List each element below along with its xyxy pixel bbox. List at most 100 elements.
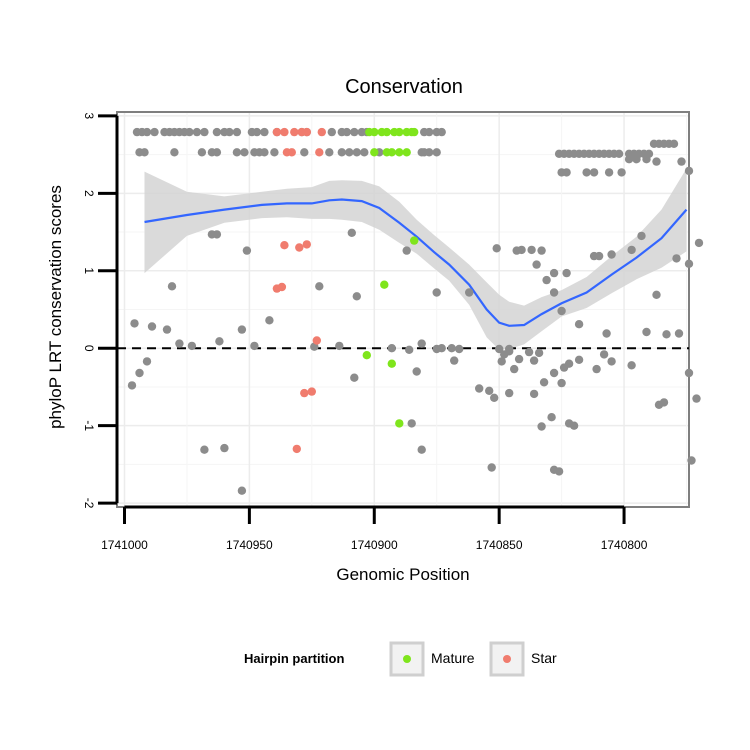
point-star [287, 148, 296, 157]
point-other [549, 368, 559, 378]
point-other [485, 386, 494, 395]
point-other [549, 268, 559, 278]
point-other [232, 127, 242, 137]
point-other [627, 245, 636, 255]
confidence-band-layer [144, 168, 687, 350]
point-other [192, 127, 202, 137]
point-mature [370, 127, 379, 137]
point-other [607, 357, 616, 366]
y-tick-label: 3 [82, 113, 96, 120]
x-axis-title: Genomic Position [336, 565, 469, 584]
point-mature [410, 236, 419, 245]
point-other [417, 445, 426, 454]
point-other [237, 486, 247, 495]
point-other [405, 345, 414, 354]
point-mature [380, 280, 389, 289]
point-mature [362, 351, 371, 360]
point-other [652, 290, 661, 299]
point-star [312, 336, 321, 345]
point-other [465, 288, 474, 297]
point-other [659, 398, 669, 407]
y-tick-label: 0 [82, 345, 96, 352]
point-other [150, 127, 159, 137]
point-other [447, 344, 456, 353]
x-tick-label: 1741000 [101, 538, 148, 552]
point-other [617, 168, 626, 177]
point-mature [370, 148, 379, 157]
y-tick-label: 1 [82, 267, 96, 274]
x-tick-label: 1740950 [226, 538, 273, 552]
point-other [537, 246, 546, 255]
point-other [529, 356, 539, 365]
point-other [624, 155, 634, 164]
gridlines [118, 113, 688, 506]
point-other [352, 292, 361, 301]
point-star [280, 241, 289, 250]
point-other [300, 148, 309, 157]
point-other [450, 356, 459, 365]
point-other [432, 288, 441, 297]
smooth-trend-line [144, 198, 688, 327]
point-other [684, 259, 694, 268]
point-other [490, 393, 499, 402]
point-other [220, 443, 229, 453]
point-other [232, 148, 242, 157]
point-star [292, 444, 301, 454]
point-other [475, 384, 484, 393]
point-star [307, 387, 316, 396]
point-other [527, 245, 536, 255]
chart-title: Conservation [345, 76, 463, 98]
point-other [539, 378, 549, 387]
point-other [602, 329, 611, 338]
point-other [574, 355, 584, 364]
x-tick-label: 1740900 [351, 538, 398, 552]
point-other [594, 251, 604, 261]
point-other [130, 319, 139, 328]
point-other [487, 463, 496, 472]
point-other [529, 389, 539, 399]
point-other [569, 421, 579, 430]
point-other [265, 316, 274, 325]
point-other [260, 148, 269, 157]
point-other [652, 157, 661, 166]
point-other [614, 149, 624, 158]
point-other [607, 250, 616, 259]
point-star [302, 127, 311, 137]
point-other [350, 373, 359, 382]
point-other [250, 341, 259, 351]
point-other [335, 341, 344, 351]
point-other [270, 148, 279, 157]
point-other [455, 344, 464, 354]
legend-dot-mature [403, 655, 411, 663]
point-other [574, 320, 584, 329]
point-other [632, 155, 641, 164]
point-star [317, 127, 326, 137]
point-other [672, 254, 681, 263]
point-other [242, 246, 252, 255]
point-other [557, 378, 566, 388]
point-other [642, 327, 651, 337]
point-other [147, 322, 157, 331]
point-other [604, 168, 614, 177]
point-other [674, 329, 684, 338]
point-other [187, 341, 197, 351]
point-star [315, 148, 324, 157]
point-other [554, 467, 564, 476]
point-other [407, 419, 416, 428]
point-other [642, 155, 651, 164]
x-tick-label: 1740850 [476, 538, 523, 552]
point-other [417, 339, 426, 348]
point-other [135, 368, 144, 378]
point-other [677, 157, 686, 166]
point-mature [410, 127, 419, 137]
legend-label-star: Star [531, 650, 557, 666]
point-other [564, 359, 574, 368]
point-other [514, 354, 524, 364]
point-other [142, 127, 152, 137]
point-mature [395, 419, 404, 428]
point-other [534, 348, 544, 358]
legend-dot-star [503, 655, 511, 663]
point-other [537, 422, 546, 431]
point-other [240, 148, 249, 157]
point-mature [395, 148, 404, 157]
